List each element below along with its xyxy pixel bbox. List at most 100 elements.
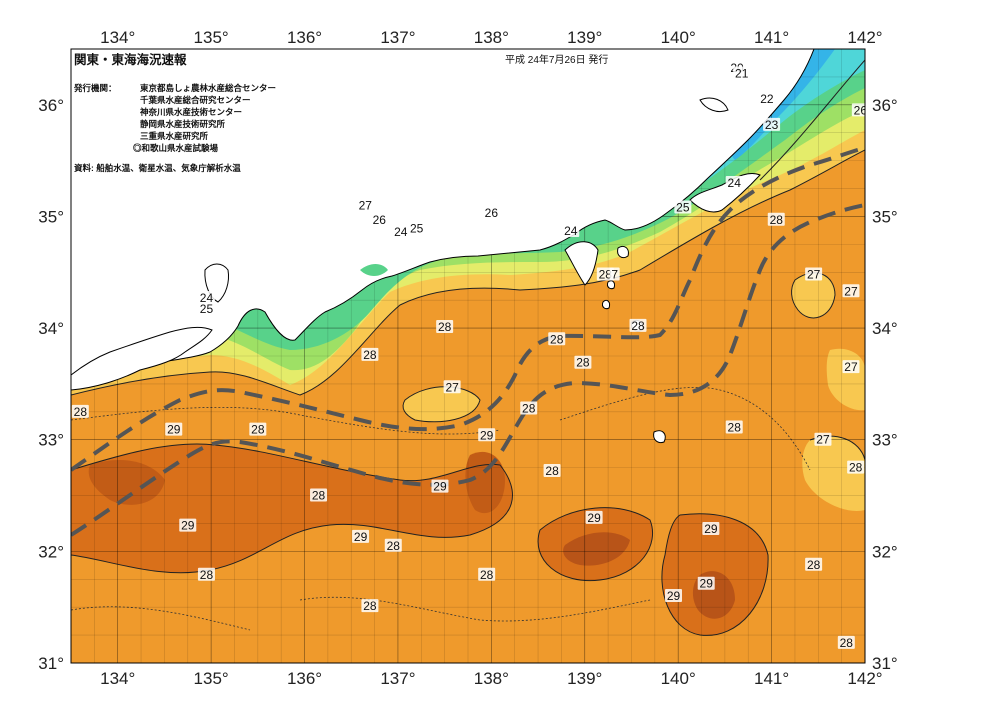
isotherm-label: 28 <box>480 568 494 582</box>
isotherm-label: 29 <box>181 519 195 533</box>
issuer-2: 千葉県水産総合研究センター <box>140 95 251 105</box>
patch-27-east1 <box>791 272 835 318</box>
land-shikoku <box>71 326 213 391</box>
longitude-label: 142° <box>847 28 882 47</box>
isotherm-label: 24 <box>728 176 742 190</box>
land-kii-inlet <box>360 264 388 276</box>
longitude-label: 140° <box>661 28 696 47</box>
isotherm-label: 27 <box>445 380 459 394</box>
isotherm-label-bg <box>408 221 426 235</box>
isotherm-label-bg <box>478 567 496 581</box>
isotherm-label: 29 <box>700 577 714 591</box>
longitude-labels-bottom: 134° 135° 136° 137° 138° 139° 140° 141° 142° <box>100 669 882 688</box>
isotherm-dotted <box>71 387 811 631</box>
warm-core-1381 <box>465 451 505 514</box>
isotherm-label: 22 <box>760 92 774 106</box>
temperature-field: 2021222326242526272624252428724252827272… <box>71 49 865 663</box>
isotherm-label: 28 <box>363 599 377 613</box>
land-oshima <box>617 245 629 259</box>
isotherm-label-bg <box>842 284 860 298</box>
isotherm-label: 27 <box>807 268 821 282</box>
isotherm-label-bg <box>71 404 89 418</box>
isotherm-label-bg <box>585 510 603 524</box>
isotherm-label-bg <box>725 175 743 189</box>
isotherm-label: 28 <box>545 464 559 478</box>
isotherm-value-labels: 2021222326242526272624252428724252827272… <box>71 60 865 650</box>
land-kozu <box>607 280 615 290</box>
isotherm-label-bg <box>609 267 620 281</box>
kuroshio-south <box>71 203 865 537</box>
isotherm-label-bg <box>431 479 449 493</box>
isotherm-label: 24 <box>564 224 578 238</box>
isotherm-label-bg <box>814 432 832 446</box>
data-source: 資料: 船舶水温、衛星水温、気象庁解析水温 <box>73 163 241 173</box>
isotherm-label-bg <box>837 635 855 649</box>
issuer-5: 三重県水産研究所 <box>140 131 209 141</box>
land-izu <box>564 241 599 286</box>
isotherm-label-bg <box>562 223 580 237</box>
isotherm-label-bg <box>758 92 776 106</box>
isotherm-label-bg <box>197 302 215 316</box>
isotherm-lines <box>71 59 865 636</box>
warm-core-139-inner <box>563 532 630 566</box>
isotherm-label-bg <box>310 488 328 502</box>
isotherm-label-bg <box>436 319 454 333</box>
isotherm-label-bg <box>482 206 500 220</box>
latitude-label: 32° <box>872 542 898 561</box>
isotherm-label: 28 <box>576 356 590 370</box>
isotherm-label-bg <box>697 576 715 590</box>
isotherm-label-bg <box>548 332 566 346</box>
isotherm-label-bg <box>179 518 197 532</box>
isotherm-label-bg <box>249 422 267 436</box>
isotherm-label: 29 <box>433 480 447 494</box>
isotherm-label: 28 <box>74 405 88 419</box>
isotherm-label: 27 <box>816 433 830 447</box>
isotherm-label: 28 <box>363 348 377 362</box>
patch-27-middle <box>403 386 480 422</box>
isotherm-label: 28 <box>550 332 564 346</box>
longitude-label: 142° <box>847 669 882 688</box>
isotherm-label: 25 <box>410 222 424 236</box>
kuroshio-paths <box>71 146 865 537</box>
isotherm-label-bg <box>665 589 683 603</box>
issuer-4: 静岡県水産技術研究所 <box>140 119 226 129</box>
land-hachijo <box>653 430 666 443</box>
issuer-6: ◎和歌山県水産試験場 <box>133 143 219 153</box>
latitude-label: 31° <box>872 654 898 673</box>
isotherm-label: 21 <box>735 67 749 81</box>
latitude-label: 32° <box>38 542 64 561</box>
longitude-label: 138° <box>474 669 509 688</box>
isotherm-label-bg <box>767 212 785 226</box>
land-honshu <box>71 49 815 386</box>
longitude-label: 135° <box>194 669 229 688</box>
isotherm-label: 29 <box>167 423 181 437</box>
isotherm-label-bg <box>574 355 592 369</box>
isotherm-label-bg <box>197 567 215 581</box>
isotherm-label-bg <box>370 212 388 226</box>
issuers-label: 発行機関： <box>73 83 117 93</box>
latitude-labels-right: 31° 32° 33° 34° 35° 36° <box>872 96 898 673</box>
isotherm-label: 29 <box>587 511 601 525</box>
isotherm-label-bg <box>361 347 379 361</box>
latitude-label: 34° <box>38 319 64 338</box>
isotherm-label-bg <box>842 360 860 374</box>
isotherm-label-bg <box>702 522 720 536</box>
isotherm-label: 28 <box>631 319 645 333</box>
latitude-label: 35° <box>38 207 64 226</box>
isotherm-label-bg <box>478 428 496 442</box>
isotherm-label: 28 <box>438 320 452 334</box>
isotherm-label: 25 <box>676 201 690 215</box>
latitude-labels-left: 31° 32° 33° 34° 35° 36° <box>38 96 64 673</box>
isotherm-label: 29 <box>354 530 368 544</box>
longitude-label: 140° <box>661 669 696 688</box>
longitude-label: 137° <box>380 28 415 47</box>
isotherm-label: 28 <box>840 636 854 650</box>
isotherm-label-bg <box>851 103 865 117</box>
isotherm-label-bg <box>725 420 743 434</box>
isotherm-label: 28 <box>770 213 784 227</box>
isotherm-label: 28 <box>807 558 821 572</box>
isotherm-label-bg <box>392 225 410 239</box>
land-niijima <box>602 299 610 310</box>
isotherm-label-bg <box>596 267 614 281</box>
isotherm-label: 24 <box>394 225 408 239</box>
